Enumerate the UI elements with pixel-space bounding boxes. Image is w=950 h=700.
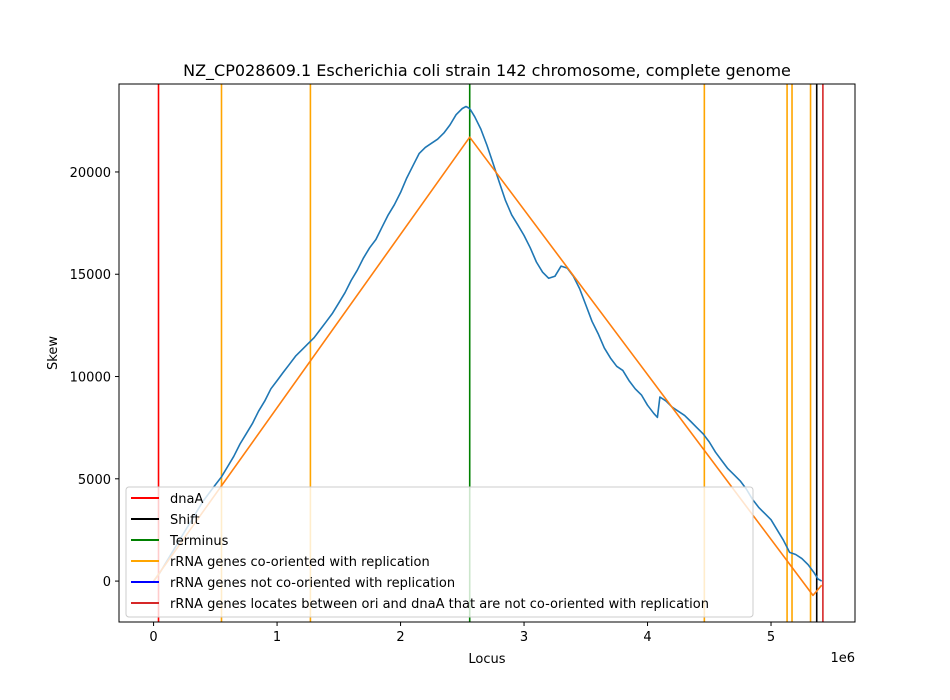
- y-tick-label: 20000: [70, 166, 111, 181]
- legend-box: [125, 486, 754, 618]
- plot-area-frame: [118, 83, 856, 623]
- legend-label-rrna_co: rRNA genes co-oriented with replication: [170, 555, 430, 570]
- x-tick-label: 3: [520, 630, 528, 645]
- x-tick-label: 4: [643, 630, 651, 645]
- series-line-skew: [152, 105, 823, 582]
- chart-title: NZ_CP028609.1 Escherichia coli strain 14…: [183, 61, 791, 81]
- series-line-fit: [152, 136, 823, 597]
- x-tick-label: 1: [273, 630, 281, 645]
- legend: dnaA Shift Terminus rRNA genes co-oriented …: [125, 486, 754, 618]
- y-axis-label: Skew: [46, 336, 61, 370]
- legend-label-rrna_between: rRNA genes locates between ori and dnaA …: [170, 597, 709, 612]
- legend-label-terminus: Terminus: [169, 534, 229, 549]
- x-tick-label: 2: [396, 630, 404, 645]
- x-tick-label: 5: [767, 630, 775, 645]
- y-axis-ticks: 0 5000 10000 15000 20000: [70, 166, 119, 590]
- legend-label-shift: Shift: [170, 513, 200, 528]
- y-tick-label: 5000: [78, 473, 111, 488]
- x-offset-label: 1e6: [830, 651, 855, 666]
- x-axis-label: Locus: [468, 652, 505, 667]
- y-tick-label: 0: [103, 575, 111, 590]
- y-tick-label: 10000: [70, 371, 111, 386]
- x-tick-label: 0: [149, 630, 157, 645]
- legend-label-rrna_not_co: rRNA genes not co-oriented with replicat…: [170, 576, 455, 591]
- vertical-marker-lines: [157, 84, 824, 622]
- y-tick-label: 15000: [70, 268, 111, 283]
- data-series: [152, 105, 823, 597]
- legend-label-dnaA: dnaA: [170, 492, 203, 507]
- x-axis-ticks: 0 1 2 3 4 5: [149, 622, 775, 645]
